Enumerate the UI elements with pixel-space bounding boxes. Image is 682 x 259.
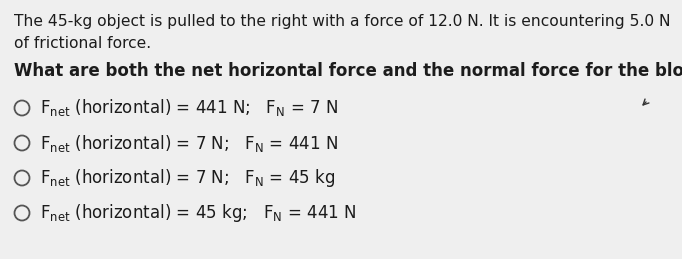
Text: of frictional force.: of frictional force. bbox=[14, 36, 151, 51]
Text: F$_\mathregular{net}$ (horizontal) = 441 N;   F$_\mathregular{N}$ = 7 N: F$_\mathregular{net}$ (horizontal) = 441… bbox=[40, 97, 338, 119]
Text: F$_\mathregular{net}$ (horizontal) = 7 N;   F$_\mathregular{N}$ = 441 N: F$_\mathregular{net}$ (horizontal) = 7 N… bbox=[40, 133, 338, 154]
Text: F$_\mathregular{net}$ (horizontal) = 45 kg;   F$_\mathregular{N}$ = 441 N: F$_\mathregular{net}$ (horizontal) = 45 … bbox=[40, 202, 357, 224]
Text: F$_\mathregular{net}$ (horizontal) = 7 N;   F$_\mathregular{N}$ = 45 kg: F$_\mathregular{net}$ (horizontal) = 7 N… bbox=[40, 167, 336, 189]
Text: What are both the net horizontal force and the normal force for the block?: What are both the net horizontal force a… bbox=[14, 62, 682, 80]
Text: The 45-kg object is pulled to the right with a force of 12.0 N. It is encounteri: The 45-kg object is pulled to the right … bbox=[14, 14, 670, 29]
